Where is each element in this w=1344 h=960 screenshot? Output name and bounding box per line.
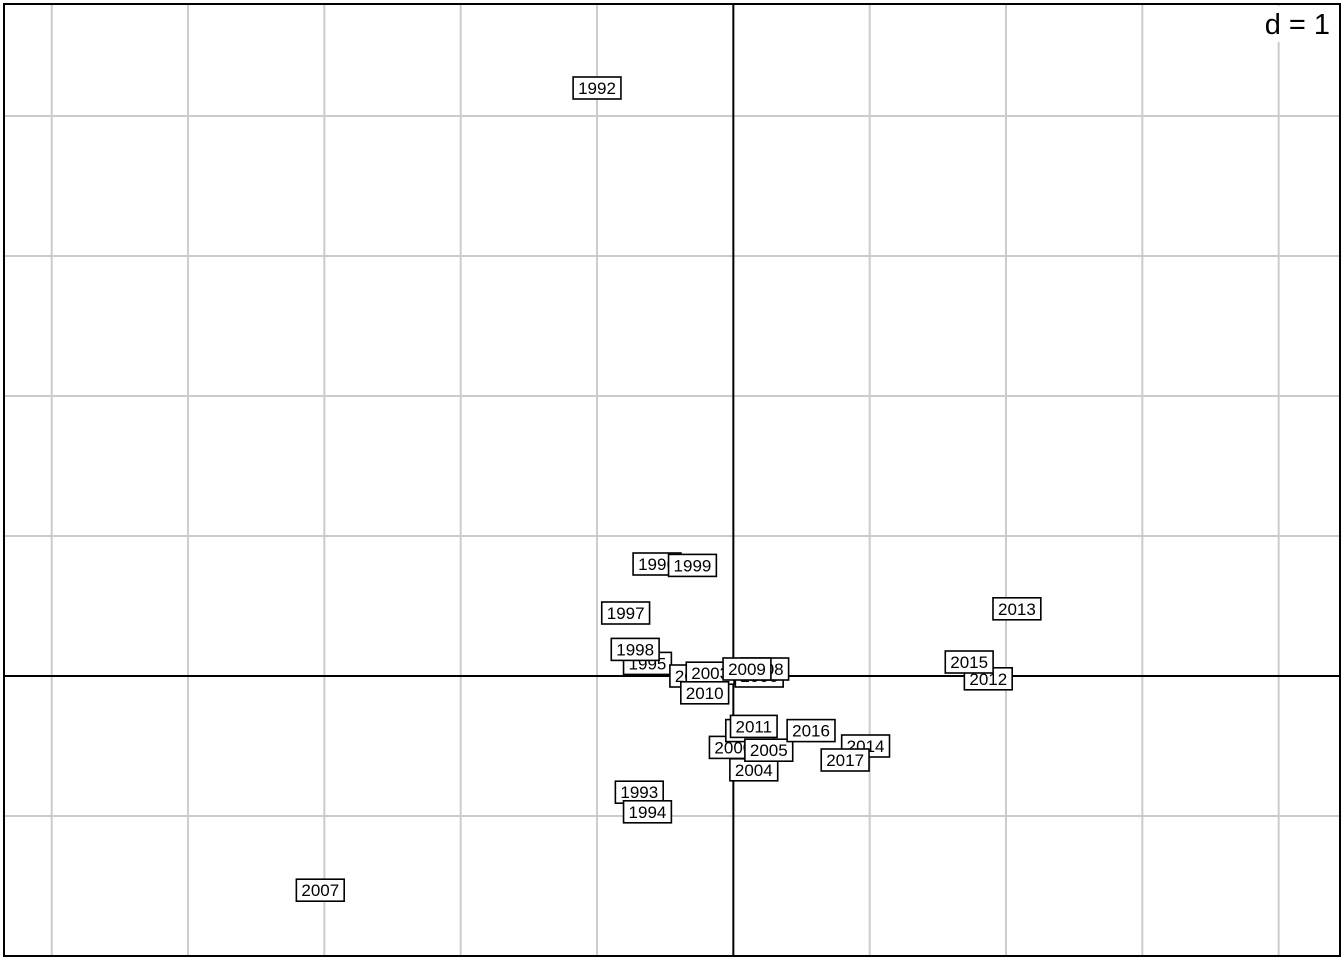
- point-label: 2007: [295, 878, 345, 903]
- point-label-box: [722, 657, 772, 681]
- point-label-text: 2012: [969, 670, 1007, 689]
- point-label-text: 1996: [638, 555, 676, 574]
- point-label: 2015: [944, 650, 994, 674]
- point-label: 2010: [680, 680, 730, 705]
- point-label-text: 2009: [728, 660, 766, 679]
- point-label-text: 2016: [792, 722, 830, 741]
- point-label-box: [572, 76, 622, 100]
- point-label-text: 2017: [826, 751, 864, 770]
- point-label: 2011: [729, 714, 778, 739]
- point-label-box: [820, 748, 870, 772]
- point-label-text: 1994: [629, 803, 667, 822]
- scale-legend-text: d = 1: [1265, 9, 1330, 41]
- point-label: 2005: [744, 738, 794, 763]
- point-label: 1999: [667, 553, 718, 578]
- point-label-text: 2003: [691, 664, 729, 683]
- point-label-text: 1999: [674, 556, 712, 575]
- point-label-box: [786, 718, 836, 743]
- point-label-text: 2015: [950, 653, 988, 672]
- point-label: 2004: [729, 757, 779, 782]
- point-label-text: 2011: [736, 717, 773, 736]
- point-label-text: 1998: [616, 640, 654, 659]
- point-label-box: [667, 553, 718, 578]
- point-label: 2003: [685, 661, 735, 686]
- point-label-box: [610, 637, 660, 662]
- point-label-text: 2007: [301, 881, 339, 900]
- point-label-text: 1992: [578, 79, 616, 98]
- scale-legend: d = 1: [1248, 6, 1336, 42]
- point-label: 2009: [722, 657, 772, 681]
- point-label: 1993: [614, 780, 664, 805]
- point-label-box: [729, 714, 778, 739]
- point-label-box: [622, 799, 673, 824]
- point-label-text: 1993: [620, 783, 658, 802]
- point-labels: 1992199319941995199619971998199920002001…: [295, 76, 1042, 903]
- plot-frame: [3, 3, 1341, 957]
- point-label-text: 2005: [750, 741, 788, 760]
- point-label: 1994: [622, 799, 673, 824]
- point-label: 1998: [610, 637, 660, 662]
- point-label-text: 1997: [607, 604, 645, 623]
- point-label-text: 2010: [686, 684, 724, 703]
- point-label: 2016: [786, 718, 836, 743]
- point-label-box: [680, 680, 730, 705]
- point-label-box: [944, 650, 994, 674]
- point-label-text: 2004: [735, 761, 773, 780]
- point-label-box: [295, 878, 345, 903]
- point-label-text: 2013: [998, 600, 1036, 619]
- point-label-box: [992, 596, 1042, 621]
- point-label-text: 2000: [714, 738, 752, 757]
- scale-legend-background: [1248, 6, 1336, 42]
- point-label: 2017: [820, 748, 870, 772]
- point-label: 1992: [572, 76, 622, 100]
- point-label-box: [744, 738, 794, 763]
- point-label: 2013: [992, 596, 1042, 621]
- point-label-box: [600, 601, 651, 625]
- point-label: 1997: [600, 601, 651, 625]
